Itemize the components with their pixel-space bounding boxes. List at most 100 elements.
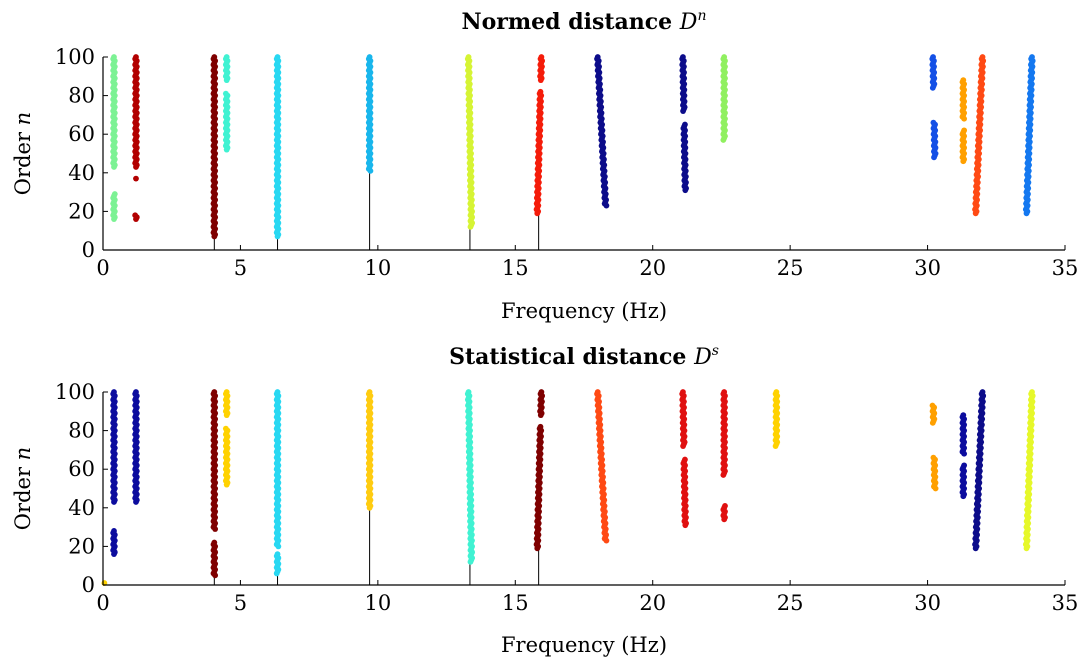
data-series xyxy=(222,389,231,488)
data-series xyxy=(959,412,968,500)
x-tick-label: 30 xyxy=(914,256,941,280)
data-series xyxy=(533,389,546,552)
data-point xyxy=(274,551,281,558)
y-tick-label: 60 xyxy=(68,457,95,481)
data-point xyxy=(721,54,728,60)
data-series xyxy=(210,389,219,579)
data-point xyxy=(930,54,936,60)
data-series xyxy=(594,54,610,209)
data-series xyxy=(929,402,939,492)
data-series xyxy=(210,54,219,240)
data-point xyxy=(537,423,544,430)
data-series xyxy=(533,54,546,217)
x-tick-label: 30 xyxy=(914,591,941,615)
data-series xyxy=(464,389,476,565)
data-point xyxy=(132,212,139,219)
data-point xyxy=(594,389,601,395)
data-point xyxy=(465,389,472,395)
data-point xyxy=(930,454,937,461)
data-series xyxy=(132,389,140,505)
data-point xyxy=(133,54,139,60)
data-point xyxy=(1029,389,1035,395)
x-tick-label: 25 xyxy=(777,591,804,615)
x-tick-label: 20 xyxy=(639,256,666,280)
data-series xyxy=(929,54,939,161)
data-series xyxy=(594,389,610,544)
data-point xyxy=(960,412,967,419)
data-point xyxy=(223,54,230,60)
data-series xyxy=(972,54,987,217)
x-tick-label: 25 xyxy=(777,256,804,280)
data-point xyxy=(211,539,218,546)
y-tick-label: 100 xyxy=(55,380,95,404)
y-tick-label: 80 xyxy=(68,84,95,108)
x-tick-label: 35 xyxy=(1052,256,1079,280)
data-series xyxy=(959,77,968,165)
y-axis-label-text: Order xyxy=(11,125,35,195)
x-tick-label: 0 xyxy=(96,591,109,615)
y-tick-label: 80 xyxy=(68,419,95,443)
data-point xyxy=(111,54,117,60)
data-series xyxy=(110,54,118,223)
data-point xyxy=(465,54,472,60)
data-point xyxy=(537,88,544,95)
data-point xyxy=(274,54,281,60)
data-series xyxy=(273,54,282,240)
data-point xyxy=(721,389,728,395)
data-series xyxy=(464,54,476,230)
data-point xyxy=(366,389,373,395)
data-point xyxy=(222,425,229,432)
data-point xyxy=(1029,54,1035,60)
x-axis-label: Frequency (Hz) xyxy=(501,299,667,323)
data-series xyxy=(720,54,728,143)
data-series xyxy=(273,389,282,577)
x-tick-label: 10 xyxy=(364,591,391,615)
data-series xyxy=(132,54,140,223)
chart-title-text: Statistical distance xyxy=(449,344,694,370)
data-point xyxy=(274,389,281,395)
data-series xyxy=(679,54,689,194)
data-point xyxy=(680,54,686,60)
data-point xyxy=(979,54,986,60)
data-series xyxy=(222,54,231,153)
data-point xyxy=(960,77,967,84)
data-point xyxy=(682,121,688,128)
data-point xyxy=(979,389,986,395)
data-point xyxy=(111,389,117,395)
chart-title: Normed distance Dn xyxy=(462,8,707,35)
y-axis-label: Order n xyxy=(11,112,35,195)
data-series xyxy=(1022,54,1036,217)
data-point xyxy=(223,389,230,395)
data-point xyxy=(682,456,688,463)
x-tick-label: 0 xyxy=(96,256,109,280)
y-tick-label: 40 xyxy=(68,161,95,185)
y-tick-label: 20 xyxy=(68,199,95,223)
data-point xyxy=(538,389,545,395)
data-point xyxy=(133,175,139,182)
data-series xyxy=(679,389,689,529)
chart-title-text: Normed distance xyxy=(462,9,680,35)
chart-title-symbol: D xyxy=(679,10,698,35)
data-point xyxy=(538,54,545,60)
data-point xyxy=(133,389,139,395)
y-tick-label: 40 xyxy=(68,496,95,520)
data-series xyxy=(1022,389,1036,552)
data-point xyxy=(722,502,728,509)
data-point xyxy=(680,389,686,395)
data-point xyxy=(211,389,218,395)
data-point xyxy=(222,90,229,97)
x-tick-label: 15 xyxy=(502,591,529,615)
y-tick-label: 0 xyxy=(82,573,95,597)
data-point xyxy=(930,119,937,126)
x-tick-label: 20 xyxy=(639,591,666,615)
y-axis-label-text: Order xyxy=(11,460,35,530)
data-point xyxy=(773,389,780,395)
y-axis-label: Order n xyxy=(11,447,35,530)
x-tick-label: 15 xyxy=(502,256,529,280)
chart-title-superscript: n xyxy=(697,8,706,24)
chart-title-symbol: D xyxy=(693,345,712,370)
data-point xyxy=(111,528,117,534)
data-point xyxy=(961,462,968,469)
data-point xyxy=(929,402,936,409)
